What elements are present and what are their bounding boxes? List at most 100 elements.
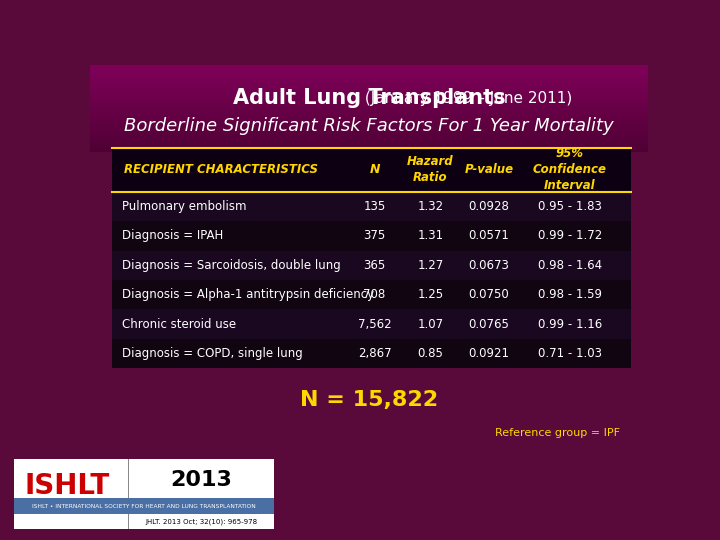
Bar: [90, 117, 648, 118]
Text: Reference group = IPF: Reference group = IPF: [495, 428, 620, 438]
Bar: [90, 114, 648, 115]
Bar: [90, 101, 648, 102]
Bar: [90, 102, 648, 103]
Bar: [90, 77, 648, 78]
Bar: [90, 89, 648, 90]
Bar: [90, 93, 648, 94]
Bar: [90, 144, 648, 145]
Bar: [90, 115, 648, 116]
Bar: [90, 139, 648, 140]
Bar: [90, 105, 648, 106]
Bar: [112, 148, 631, 192]
Text: 0.0571: 0.0571: [469, 230, 510, 242]
Bar: [90, 122, 648, 123]
Text: 0.95 - 1.83: 0.95 - 1.83: [538, 200, 602, 213]
Bar: [90, 66, 648, 67]
Bar: [90, 81, 648, 82]
Text: 0.85: 0.85: [418, 347, 444, 360]
Text: 0.99 - 1.72: 0.99 - 1.72: [538, 230, 602, 242]
Text: (January 1999 – June 2011): (January 1999 – June 2011): [166, 91, 572, 105]
Text: 0.71 - 1.03: 0.71 - 1.03: [538, 347, 602, 360]
Bar: [112, 339, 631, 368]
Bar: [90, 116, 648, 117]
Text: 0.98 - 1.59: 0.98 - 1.59: [538, 288, 602, 301]
Bar: [90, 96, 648, 97]
Bar: [90, 82, 648, 83]
Bar: [90, 143, 648, 144]
Bar: [90, 76, 648, 77]
Text: JHLT. 2013 Oct; 32(10): 965-978: JHLT. 2013 Oct; 32(10): 965-978: [145, 518, 257, 525]
Bar: [112, 251, 631, 280]
Text: P-value: P-value: [464, 163, 513, 176]
Bar: [90, 85, 648, 86]
Text: 0.0750: 0.0750: [469, 288, 509, 301]
Bar: [90, 134, 648, 136]
Text: Diagnosis = IPAH: Diagnosis = IPAH: [122, 230, 223, 242]
Bar: [90, 137, 648, 138]
Text: Diagnosis = Alpha-1 antitrypsin deficiency: Diagnosis = Alpha-1 antitrypsin deficien…: [122, 288, 374, 301]
Bar: [90, 104, 648, 105]
Text: 708: 708: [364, 288, 386, 301]
Bar: [90, 106, 648, 107]
Bar: [90, 67, 648, 68]
Bar: [90, 99, 648, 100]
Bar: [90, 68, 648, 69]
Bar: [90, 94, 648, 96]
Text: Chronic steroid use: Chronic steroid use: [122, 318, 236, 330]
Bar: [90, 87, 648, 89]
Bar: [90, 91, 648, 92]
Bar: [90, 148, 648, 149]
Bar: [90, 133, 648, 134]
Text: ISHLT: ISHLT: [24, 471, 110, 500]
Bar: [90, 100, 648, 101]
Text: Diagnosis = COPD, single lung: Diagnosis = COPD, single lung: [122, 347, 302, 360]
Text: 2013: 2013: [170, 470, 232, 490]
Bar: [90, 107, 648, 109]
Bar: [90, 127, 648, 128]
Text: 0.0673: 0.0673: [469, 259, 510, 272]
Bar: [90, 118, 648, 119]
Bar: [90, 110, 648, 111]
Text: 1.32: 1.32: [418, 200, 444, 213]
Text: ISHLT • INTERNATIONAL SOCIETY FOR HEART AND LUNG TRANSPLANTATION: ISHLT • INTERNATIONAL SOCIETY FOR HEART …: [32, 503, 256, 509]
Bar: [90, 128, 648, 129]
Bar: [112, 221, 631, 251]
Bar: [112, 280, 631, 309]
Text: 0.99 - 1.16: 0.99 - 1.16: [538, 318, 602, 330]
Bar: [112, 192, 631, 221]
Bar: [90, 83, 648, 84]
Bar: [90, 97, 648, 98]
Text: N: N: [369, 163, 380, 176]
Bar: [90, 138, 648, 139]
Bar: [90, 69, 648, 70]
Bar: [90, 84, 648, 85]
Bar: [90, 111, 648, 112]
Bar: [112, 309, 631, 339]
Bar: [90, 98, 648, 99]
Text: RECIPIENT CHARACTERISTICS: RECIPIENT CHARACTERISTICS: [124, 163, 318, 176]
Bar: [90, 146, 648, 147]
Bar: [90, 124, 648, 125]
Bar: [90, 72, 648, 73]
Bar: [90, 145, 648, 146]
Text: Hazard
Ratio: Hazard Ratio: [407, 156, 454, 184]
Bar: [90, 112, 648, 113]
Text: Borderline Significant Risk Factors For 1 Year Mortality: Borderline Significant Risk Factors For …: [124, 117, 614, 135]
Bar: [90, 125, 648, 126]
Text: 1.31: 1.31: [418, 230, 444, 242]
Bar: [90, 75, 648, 76]
Bar: [90, 109, 648, 110]
Bar: [90, 129, 648, 130]
Text: N = 15,822: N = 15,822: [300, 389, 438, 409]
Bar: [90, 79, 648, 80]
Text: Diagnosis = Sarcoidosis, double lung: Diagnosis = Sarcoidosis, double lung: [122, 259, 341, 272]
Bar: [90, 136, 648, 137]
Bar: [90, 120, 648, 122]
Bar: [90, 131, 648, 132]
Bar: [112, 148, 631, 368]
Text: 2,867: 2,867: [358, 347, 392, 360]
Bar: [128, 459, 129, 529]
Bar: [90, 71, 648, 72]
Bar: [90, 113, 648, 114]
Text: 0.0928: 0.0928: [469, 200, 510, 213]
